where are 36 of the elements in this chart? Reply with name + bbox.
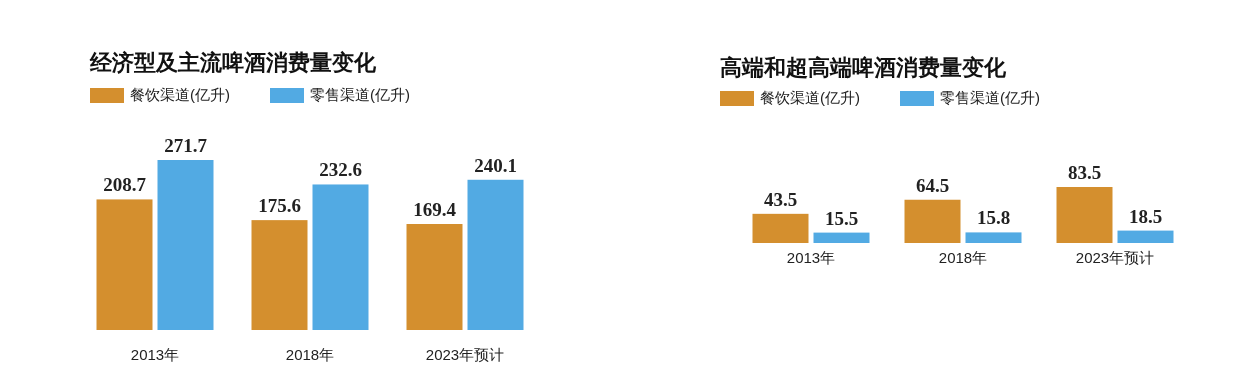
- bar: [157, 160, 214, 330]
- x-tick-label: 2018年: [285, 346, 335, 363]
- data-label: 208.7: [103, 174, 147, 196]
- bar: [1117, 230, 1174, 243]
- bar: [813, 232, 870, 243]
- data-label: 15.5: [824, 207, 859, 229]
- chart-title: 经济型及主流啤酒消费量变化: [89, 50, 377, 75]
- data-label: 18.5: [1128, 205, 1163, 227]
- x-tick-label: 2013年: [786, 249, 836, 266]
- data-label: 15.8: [976, 207, 1011, 229]
- x-tick-label: 2018年: [938, 249, 988, 266]
- data-label: 240.1: [474, 154, 517, 176]
- bar: [406, 224, 463, 330]
- data-label: 43.5: [763, 188, 798, 210]
- data-label: 271.7: [164, 135, 208, 156]
- bar: [965, 232, 1022, 243]
- legend-label: 零售渠道(亿升): [940, 89, 1040, 106]
- bar: [467, 179, 524, 330]
- bar: [904, 199, 961, 243]
- data-label: 64.5: [915, 174, 950, 196]
- bar: [96, 199, 153, 330]
- bar: [752, 213, 809, 243]
- chart-title: 高端和超高端啤酒消费量变化: [720, 55, 1007, 80]
- legend-label: 零售渠道(亿升): [310, 86, 410, 103]
- data-label: 232.6: [319, 159, 362, 181]
- x-tick-label: 2023年预计: [425, 346, 505, 363]
- x-tick-label: 2023年预计: [1075, 249, 1155, 266]
- legend-label: 餐饮渠道(亿升): [760, 89, 860, 106]
- bar: [1056, 187, 1113, 243]
- data-label: 169.4: [413, 199, 457, 221]
- data-label: 83.5: [1067, 162, 1102, 183]
- legend-label: 餐饮渠道(亿升): [130, 86, 230, 103]
- data-label: 175.6: [258, 195, 301, 217]
- x-tick-label: 2013年: [130, 346, 180, 363]
- bar: [251, 220, 308, 330]
- bar: [312, 184, 369, 330]
